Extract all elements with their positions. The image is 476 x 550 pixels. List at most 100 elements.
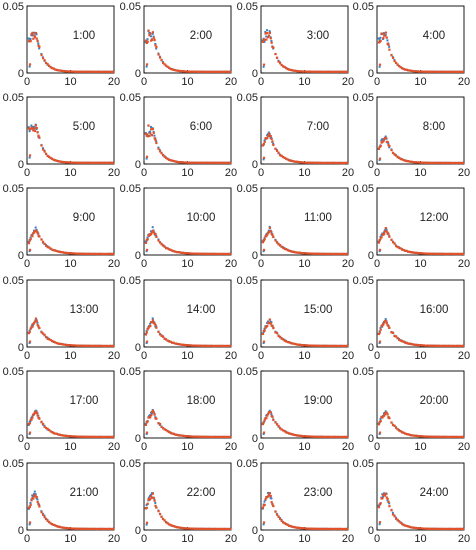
- data-point-series-b: [107, 435, 110, 438]
- data-point-series-b: [295, 70, 298, 73]
- data-point-series-b: [225, 161, 229, 164]
- data-point-series-b: [87, 435, 90, 438]
- data-point-series-b: [436, 161, 439, 164]
- data-point-series-b: [33, 34, 36, 37]
- data-point-series-b: [105, 161, 109, 164]
- data-point-series-b: [168, 340, 171, 343]
- data-point-series-b: [178, 343, 181, 346]
- data-point-series-b: [171, 524, 174, 527]
- data-point-series-b: [301, 252, 305, 255]
- data-point-series-b: [382, 37, 385, 40]
- data-point-series-b: [272, 504, 275, 508]
- data-point-series-b: [307, 344, 311, 347]
- data-point-series-b: [69, 344, 72, 347]
- data-point-series-b: [29, 237, 32, 241]
- data-point-series-b: [261, 40, 265, 44]
- data-point-series-b: [201, 252, 204, 255]
- data-point-series-b: [399, 521, 402, 524]
- data-point-series-b: [178, 434, 181, 437]
- data-point-series-b: [306, 527, 309, 530]
- data-point-series-b: [339, 161, 343, 165]
- data-point-series-b: [28, 248, 32, 252]
- data-point-series-b: [430, 252, 433, 255]
- data-point-series-b: [86, 435, 89, 438]
- data-point-series-b: [200, 70, 203, 73]
- data-point-series-b: [314, 527, 317, 530]
- y-tick-label: 0: [135, 525, 141, 537]
- data-point-series-b: [48, 64, 51, 67]
- data-point-series-b: [268, 31, 272, 34]
- data-point-series-b: [95, 70, 98, 73]
- data-point-series-a: [386, 499, 389, 502]
- data-point-series-b: [378, 157, 382, 160]
- data-point-series-b: [387, 324, 390, 328]
- data-point-series-b: [216, 435, 220, 438]
- data-point-series-a: [145, 65, 148, 68]
- data-point-series-b: [54, 68, 57, 71]
- data-point-series-b: [427, 70, 430, 73]
- data-point-series-b: [378, 431, 382, 434]
- data-point-series-b: [177, 434, 180, 437]
- data-point-series-b: [312, 70, 315, 73]
- data-point-series-b: [321, 344, 324, 347]
- data-point-series-a: [145, 523, 148, 526]
- data-point-series-b: [332, 252, 335, 256]
- data-point-series-b: [311, 435, 314, 438]
- data-point-series-b: [324, 344, 327, 347]
- data-point-series-b: [324, 252, 327, 256]
- data-point-series-b: [49, 247, 52, 250]
- data-point-series-b: [194, 527, 197, 530]
- data-point-series-b: [282, 246, 285, 249]
- data-point-series-b: [285, 157, 288, 160]
- data-point-series-b: [33, 127, 36, 130]
- data-point-series-b: [183, 434, 186, 438]
- data-point-series-b: [321, 527, 324, 531]
- data-point-series-b: [49, 430, 52, 433]
- data-point-series-b: [446, 252, 450, 256]
- data-point-series-b: [67, 70, 71, 73]
- x-tick-label: 0: [141, 258, 147, 270]
- x-tick-label: 20: [225, 533, 237, 545]
- data-point-series-b: [212, 70, 215, 73]
- data-point-series-b: [445, 344, 448, 348]
- data-point-series-b: [261, 241, 265, 244]
- data-point-series-b: [157, 510, 160, 513]
- x-tick-label: 10: [298, 76, 310, 88]
- data-point-series-b: [77, 161, 80, 164]
- data-point-series-b: [419, 161, 422, 164]
- data-point-series-b: [283, 339, 286, 342]
- data-point-series-b: [402, 340, 405, 343]
- data-point-series-b: [295, 251, 298, 254]
- data-point-series-b: [268, 318, 272, 321]
- data-point-series-b: [385, 496, 388, 499]
- x-tick-label: 10: [64, 350, 76, 362]
- panel: 00.050 10 207:00: [237, 92, 355, 179]
- data-point-series-b: [440, 70, 443, 73]
- data-point-series-b: [301, 70, 305, 73]
- data-point-series-b: [391, 56, 395, 60]
- data-point-series-a: [145, 341, 148, 344]
- data-point-series-a: [262, 341, 265, 344]
- data-point-series-b: [104, 252, 107, 256]
- data-point-series-b: [382, 323, 385, 326]
- data-point-series-b: [318, 161, 321, 165]
- data-point-series-b: [335, 252, 338, 256]
- data-point-series-b: [210, 344, 213, 347]
- data-point-series-b: [153, 322, 156, 325]
- data-point-series-b: [181, 70, 185, 73]
- data-point-series-b: [69, 252, 72, 255]
- data-point-series-b: [391, 423, 395, 427]
- data-point-series-b: [286, 431, 289, 435]
- data-point-series-b: [306, 435, 309, 438]
- data-point-series-b: [150, 414, 153, 417]
- data-point-series-b: [190, 161, 194, 164]
- data-point-series-b: [414, 343, 418, 346]
- data-point-series-b: [275, 423, 279, 426]
- data-point-series-b: [428, 527, 431, 530]
- data-point-series-b: [326, 344, 329, 347]
- data-point-series-b: [399, 66, 402, 69]
- data-point-series-b: [407, 250, 410, 253]
- data-point-series-b: [49, 66, 52, 69]
